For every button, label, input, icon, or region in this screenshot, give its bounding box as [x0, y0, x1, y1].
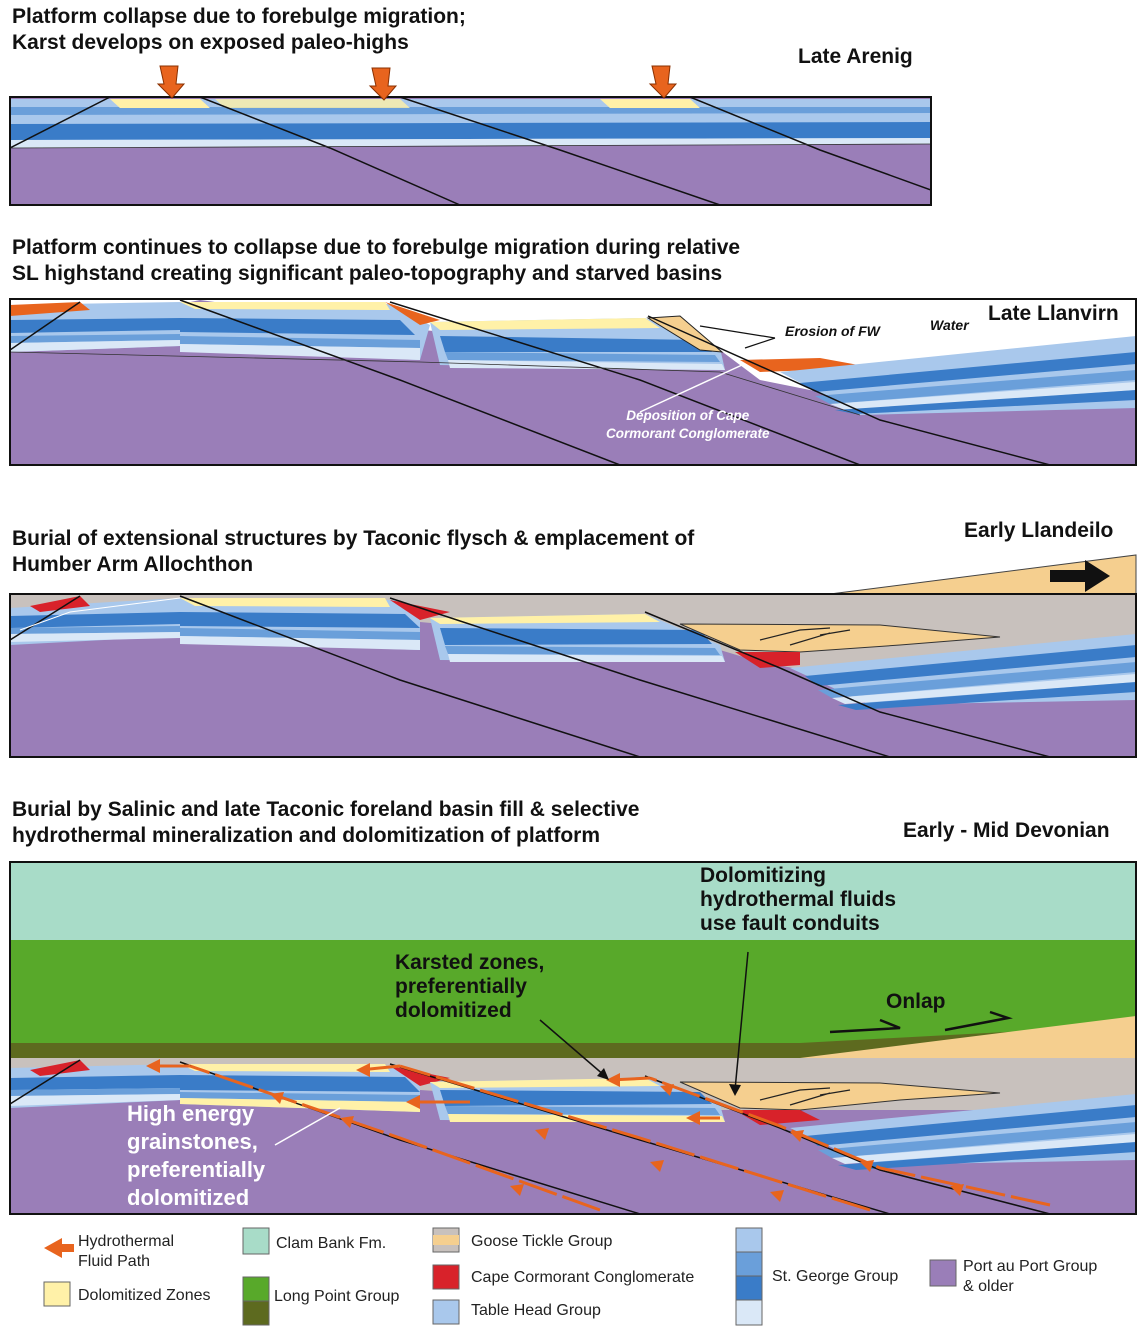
panel-4-section — [10, 862, 1136, 1214]
legend-fluid-path: Hydrothermal Fluid Path — [78, 1233, 175, 1270]
fluid-arrowheads — [146, 1059, 964, 1202]
legend-goose-tickle: Goose Tickle Group — [471, 1233, 613, 1250]
legend-dolomitized: Dolomitized Zones — [78, 1287, 211, 1304]
karst-arrow-icon — [648, 65, 678, 99]
legend-clam-bank: Clam Bank Fm. — [276, 1235, 387, 1252]
erosion-label: Erosion of FW — [785, 323, 880, 339]
legend-table-head: Table Head Group — [471, 1302, 601, 1319]
panel-1-section — [10, 97, 931, 205]
panel-3-era: Early Llandeilo — [964, 519, 1114, 542]
panel-1-title: Platform collapse due to forebulge migra… — [12, 5, 466, 54]
legend-st-george: St. George Group — [772, 1268, 899, 1285]
karst-arrow-icon — [156, 65, 186, 99]
panel-2-section — [10, 299, 1136, 465]
legend-cape-cormorant: Cape Cormorant Conglomerate — [471, 1269, 695, 1286]
panel-2-era: Late Llanvirn — [988, 302, 1119, 325]
legend — [43, 1227, 957, 1326]
panel-4-title: Burial by Salinic and late Taconic forel… — [12, 798, 640, 847]
panel-2-title: Platform continues to collapse due to fo… — [12, 236, 741, 285]
thrust-direction-arrow-icon — [1050, 560, 1110, 592]
legend-port-au-port: Port au Port Group & older — [963, 1258, 1098, 1295]
grainstones-label: High energy grainstones, preferentially … — [127, 1101, 266, 1210]
panel-4-era: Early - Mid Devonian — [903, 819, 1110, 842]
karst-arrow-icon — [368, 67, 398, 101]
legend-long-point: Long Point Group — [274, 1288, 400, 1305]
water-label: Water — [930, 317, 969, 333]
fluid-path-arrow-icon — [44, 1238, 74, 1258]
fluids-label: Dolomitizing hydrothermal fluids use fau… — [700, 864, 897, 935]
onlap-label: Onlap — [886, 990, 946, 1013]
karst-label: Karsted zones, preferentially dolomitize… — [395, 951, 545, 1022]
panel-3-title: Burial of extensional structures by Taco… — [12, 527, 695, 576]
panel-3-section — [10, 594, 1136, 757]
deposition-label: Deposition of Cape Cormorant Conglomerat… — [606, 408, 770, 441]
panel-1-era: Late Arenig — [798, 45, 913, 68]
